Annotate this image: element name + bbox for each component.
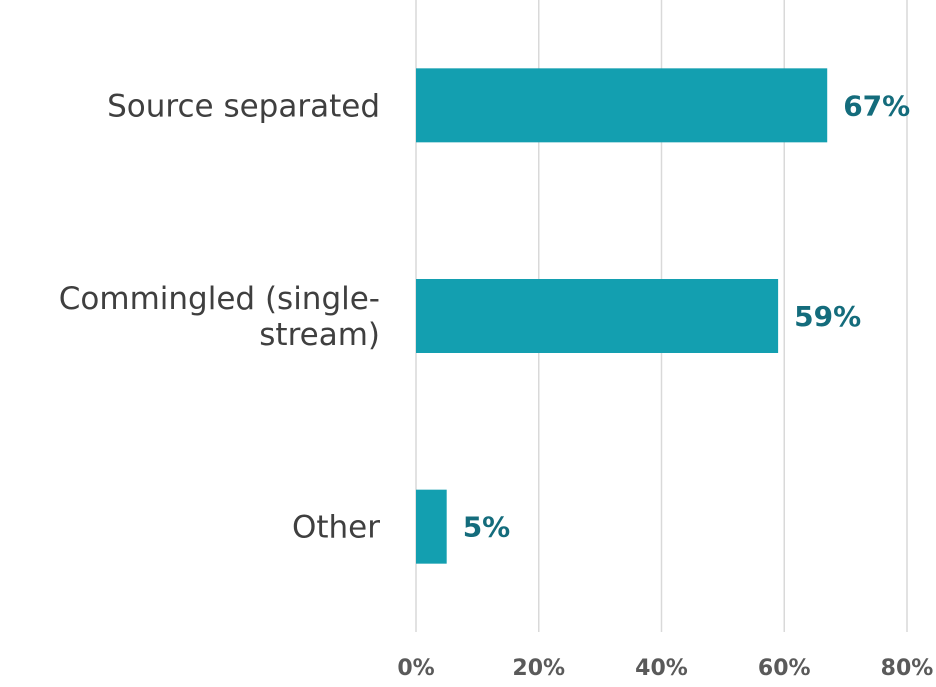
data-label-2: 5% bbox=[463, 511, 511, 544]
category-label-1-line-1: stream) bbox=[259, 317, 380, 353]
x-tick-label-0: 0% bbox=[397, 656, 434, 681]
data-labels: 67% 59% 5% bbox=[463, 89, 911, 543]
data-label-1: 59% bbox=[794, 300, 861, 333]
x-axis-tick-labels: 0% 20% 40% 60% 80% bbox=[397, 656, 933, 681]
bar-1 bbox=[416, 279, 779, 353]
category-label-1: Commingled (single-stream) bbox=[59, 281, 380, 353]
bar-2 bbox=[416, 489, 447, 564]
x-tick-label-60: 60% bbox=[758, 656, 811, 681]
category-labels: Source separated Commingled (single-strea… bbox=[59, 88, 380, 545]
x-tick-label-80: 80% bbox=[881, 656, 934, 681]
category-label-0: Source separated bbox=[107, 88, 380, 124]
bar-0 bbox=[416, 68, 828, 143]
data-label-0: 67% bbox=[843, 89, 910, 122]
x-tick-label-40: 40% bbox=[635, 656, 688, 681]
bars bbox=[416, 68, 828, 564]
category-label-2: Other bbox=[292, 510, 380, 546]
category-label-1-line-0: Commingled (single- bbox=[59, 281, 380, 317]
category-label-0-line-0: Source separated bbox=[107, 88, 380, 124]
category-label-2-line-0: Other bbox=[292, 510, 380, 546]
x-tick-label-20: 20% bbox=[512, 656, 565, 681]
